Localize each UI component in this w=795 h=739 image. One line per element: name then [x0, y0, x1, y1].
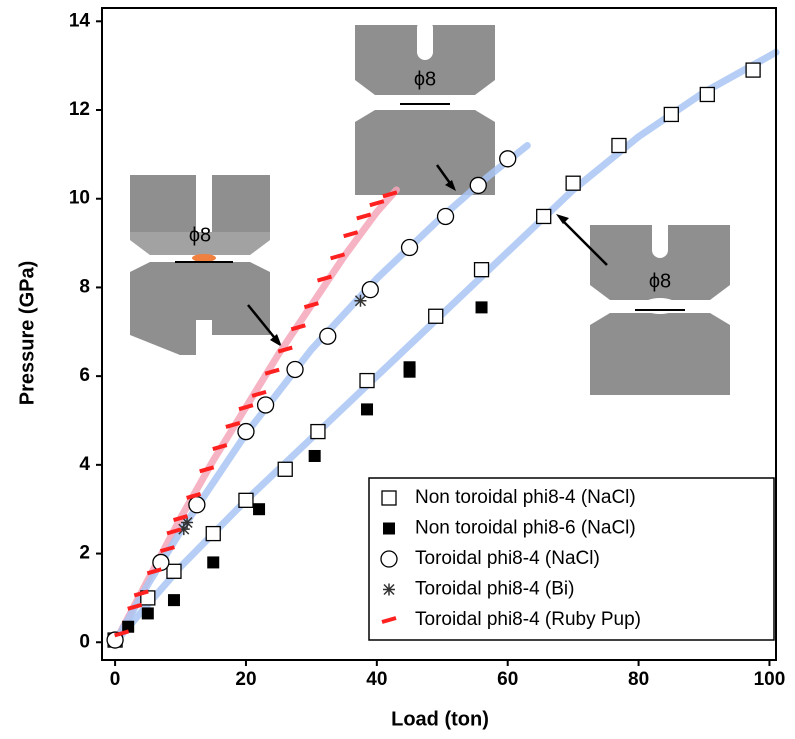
- marker: [159, 545, 175, 554]
- x-tick-label: 80: [628, 669, 649, 690]
- legend-label: Toroidal phi8-4 (NaCl): [415, 548, 600, 569]
- marker: [310, 423, 326, 440]
- marker: [663, 106, 679, 123]
- marker: [290, 323, 306, 332]
- marker: [475, 301, 488, 314]
- marker: [369, 199, 385, 208]
- marker: [205, 525, 221, 542]
- x-tick-label: 100: [754, 669, 786, 690]
- y-tick-label: 2: [79, 543, 90, 564]
- y-axis-label: Pressure (GPa): [16, 261, 38, 406]
- inset-diagram: ϕ8: [130, 175, 282, 355]
- legend-marker: [380, 550, 398, 568]
- marker: [166, 527, 182, 536]
- marker: [127, 602, 143, 611]
- marker: [133, 589, 149, 598]
- marker: [356, 212, 372, 221]
- marker: [181, 516, 194, 529]
- inset-label: ϕ8: [189, 224, 211, 246]
- marker: [238, 492, 254, 508]
- marker: [177, 523, 190, 536]
- marker: [122, 620, 135, 633]
- y-tick-label: 6: [79, 365, 90, 386]
- y-tick-label: 8: [79, 276, 90, 297]
- marker: [207, 556, 220, 569]
- marker: [186, 491, 202, 500]
- marker: [303, 301, 319, 310]
- marker: [536, 208, 552, 225]
- marker: [253, 503, 266, 516]
- marker: [172, 514, 189, 522]
- inset-label: ϕ8: [649, 270, 671, 292]
- marker: [188, 496, 206, 514]
- marker: [199, 465, 215, 474]
- legend: Non toroidal phi8-4 (NaCl) Non toroidal p…: [368, 477, 775, 641]
- inset-label: ϕ8: [414, 68, 436, 90]
- marker: [473, 262, 490, 278]
- marker: [256, 396, 275, 414]
- marker: [359, 372, 375, 389]
- legend-label: Non toroidal phi8-6 (NaCl): [415, 518, 636, 539]
- x-tick-label: 0: [110, 669, 121, 690]
- inset-diagram: ϕ8: [355, 20, 495, 195]
- x-tick-label: 40: [366, 669, 387, 690]
- marker: [565, 175, 581, 191]
- marker: [361, 280, 379, 299]
- marker: [745, 62, 761, 78]
- marker: [286, 360, 304, 379]
- legend-marker: [383, 583, 395, 596]
- marker: [167, 594, 180, 607]
- marker: [382, 190, 398, 199]
- marker: [308, 449, 321, 462]
- marker: [277, 461, 293, 477]
- marker: [225, 421, 241, 429]
- marker: [237, 422, 255, 441]
- marker: [212, 443, 228, 452]
- marker: [146, 567, 162, 576]
- marker: [114, 629, 130, 638]
- y-tick-label: 12: [69, 99, 90, 120]
- legend-marker: [381, 616, 397, 624]
- marker: [238, 403, 254, 412]
- legend-marker: [381, 490, 397, 506]
- plot-frame: [101, 7, 777, 661]
- x-axis-label: Load (ton): [391, 708, 489, 730]
- legend-marker: [383, 522, 395, 535]
- marker: [316, 274, 333, 283]
- legend-label: Toroidal phi8-4 (Ruby Pup): [415, 609, 641, 630]
- y-tick-label: 14: [69, 10, 91, 31]
- marker: [469, 176, 487, 195]
- marker: [611, 137, 627, 154]
- marker: [400, 238, 419, 257]
- legend-label: Non toroidal phi8-4 (NaCl): [415, 487, 636, 508]
- marker: [428, 308, 444, 324]
- inset-diagram: ϕ8: [556, 214, 730, 395]
- marker: [354, 294, 367, 307]
- marker: [166, 563, 182, 579]
- y-tick-label: 10: [69, 188, 90, 209]
- legend-label: Toroidal phi8-4 (Bi): [415, 579, 574, 600]
- legend-box: [368, 477, 775, 641]
- y-tick-label: 0: [79, 631, 90, 652]
- marker: [319, 327, 337, 345]
- marker: [403, 361, 416, 374]
- marker: [264, 367, 280, 376]
- x-tick-label: 60: [497, 669, 518, 690]
- marker: [141, 607, 154, 620]
- x-tick-label: 20: [235, 669, 256, 690]
- marker: [330, 252, 346, 261]
- marker: [277, 345, 293, 354]
- marker: [499, 150, 517, 168]
- marker: [699, 86, 715, 103]
- marker: [251, 389, 267, 398]
- y-tick-label: 4: [79, 454, 90, 475]
- marker: [361, 403, 374, 416]
- marker: [343, 230, 359, 239]
- marker: [436, 207, 455, 226]
